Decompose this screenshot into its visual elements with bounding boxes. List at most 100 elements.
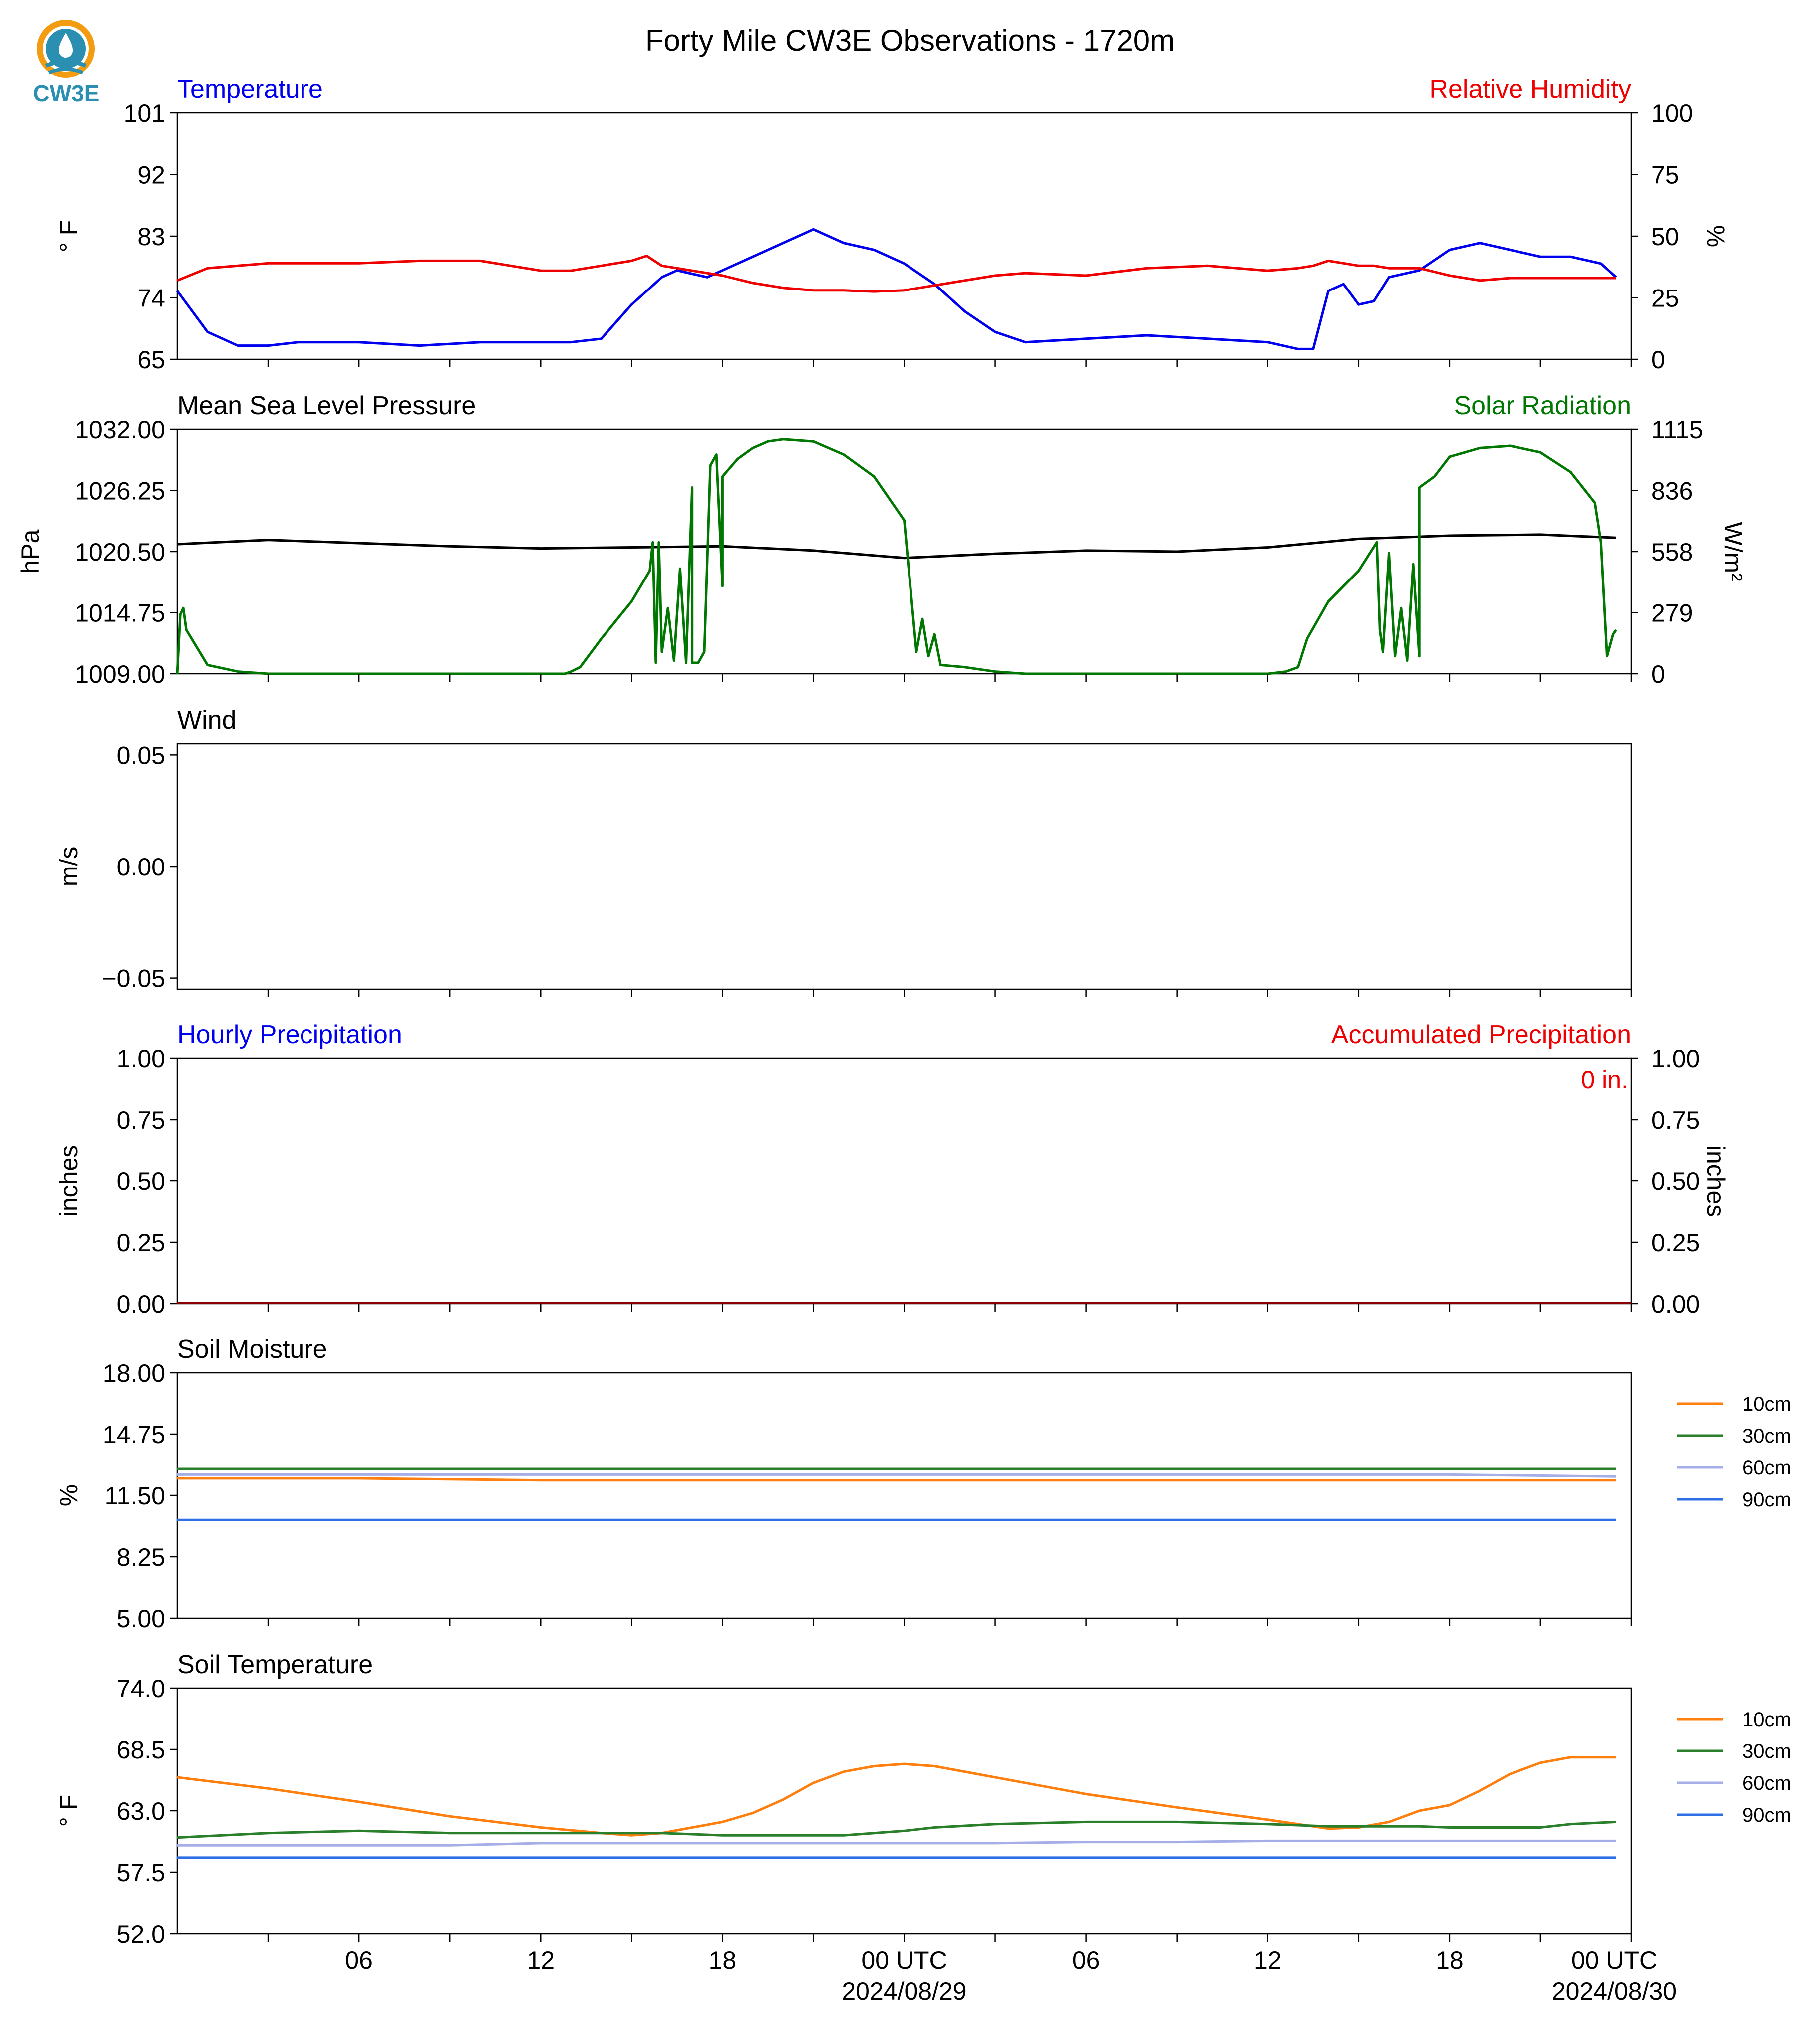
x-tick-label: 06 — [345, 1946, 373, 1974]
series-line-60cm — [177, 1839, 1616, 1847]
y-axis-label-left: ° F — [55, 220, 83, 252]
y-tick-label-left: 5.00 — [117, 1605, 165, 1633]
x-date-label: 2024/08/29 — [842, 1977, 966, 2005]
y-tick-label-right: 1.00 — [1651, 1045, 1700, 1073]
legend-label: 60cm — [1742, 1772, 1791, 1794]
series-line-10cm — [177, 1477, 1616, 1482]
panel-3: Hourly Precipitation Accumulated Precipit… — [55, 1020, 1730, 1318]
series-line-humidity — [177, 255, 1616, 293]
y-tick-label-left: 8.25 — [117, 1543, 165, 1571]
legend-label: 90cm — [1742, 1804, 1791, 1826]
y-tick-label-left: 0.50 — [117, 1167, 165, 1195]
x-tick-label: 00 UTC — [861, 1946, 947, 1974]
panel-title-right: Relative Humidity — [1429, 75, 1631, 104]
x-tick-label: 18 — [1436, 1946, 1464, 1974]
y-tick-label-left: −0.05 — [102, 965, 165, 993]
panel-title-right: Accumulated Precipitation — [1331, 1020, 1631, 1049]
cw3e-logo-icon — [31, 18, 101, 103]
panel-4: Soil Moisture 18.00 14.75 11.50 8.25 5.00% 10c… — [55, 1335, 1791, 1633]
y-tick-label-left: 57.5 — [117, 1859, 165, 1887]
panel-title-left: Soil Temperature — [177, 1650, 373, 1679]
y-tick-label-left: 52.0 — [117, 1920, 165, 1948]
y-tick-label-right: 0 — [1651, 346, 1665, 374]
series-line-30cm — [177, 1820, 1616, 1839]
y-tick-label-left: 0.25 — [117, 1229, 165, 1257]
panel-title-left: Wind — [177, 706, 236, 735]
series-line-60cm — [177, 1473, 1616, 1478]
y-tick-label-left: 83 — [137, 223, 165, 251]
panel-frame — [176, 1057, 1632, 1305]
panel-title-left: Hourly Precipitation — [177, 1020, 402, 1049]
panel-frame — [176, 428, 1632, 675]
y-tick-label-right: 558 — [1651, 538, 1693, 566]
y-tick-label-right: 75 — [1651, 161, 1679, 189]
panel-frame — [176, 112, 1632, 360]
legend-label: 10cm — [1742, 1709, 1791, 1731]
y-tick-label-right: 100 — [1651, 99, 1693, 127]
y-tick-label-left: 11.50 — [105, 1482, 165, 1510]
y-tick-label-right: 836 — [1651, 477, 1693, 505]
y-tick-label-left: 1032.00 — [75, 416, 165, 444]
series-line-temperature — [176, 228, 1617, 350]
x-tick-label: 00 UTC — [1571, 1946, 1657, 1974]
series-line-10cm — [177, 1756, 1616, 1837]
accumulated-precip-annotation: 0 in. — [1581, 1066, 1628, 1094]
panel-1: Mean Sea Level Pressure Solar Radiation 10… — [16, 391, 1747, 688]
y-tick-label-right: 0.00 — [1651, 1290, 1700, 1318]
y-tick-label-left: 1026.25 — [75, 477, 165, 505]
y-axis-label-left: % — [55, 1484, 83, 1506]
panel-5: Soil Temperature 74.0 68.5 63.0 57.5 52.0 ° F 1… — [55, 1650, 1791, 1948]
y-tick-label-left: 74.0 — [117, 1675, 165, 1703]
y-axis-label-right: inches — [1702, 1145, 1730, 1217]
y-tick-label-left: 0.75 — [117, 1106, 165, 1134]
legend-label: 60cm — [1742, 1457, 1791, 1479]
logo-text: CW3E — [33, 80, 100, 106]
y-tick-label-left: 92 — [137, 161, 165, 189]
y-tick-label-left: 1.00 — [117, 1045, 165, 1073]
y-tick-label-right: 0.25 — [1651, 1229, 1700, 1257]
y-tick-label-left: 14.75 — [103, 1421, 165, 1449]
panel-title-left: Temperature — [177, 75, 323, 104]
legend-label: 30cm — [1742, 1740, 1791, 1762]
y-axis-label-right: % — [1702, 225, 1730, 247]
panel-title-left: Soil Moisture — [177, 1335, 327, 1364]
x-tick-label: 06 — [1072, 1946, 1100, 1974]
legend-label: 10cm — [1742, 1393, 1791, 1415]
series-line-solar — [176, 438, 1617, 675]
x-axis: 06 12 18 00 UTC 06 12 18 00 UTC 2024/08/29 2024/0… — [345, 1946, 1677, 2005]
y-tick-label-right: 25 — [1651, 285, 1679, 312]
y-tick-label-left: 1009.00 — [75, 660, 165, 688]
y-axis-label-left: hPa — [16, 529, 44, 574]
panel-2: Wind 0.05 0.00 −0.05 m/s — [55, 706, 1632, 997]
legend-label: 90cm — [1742, 1489, 1791, 1511]
panel-frame — [176, 743, 1632, 990]
x-tick-label: 12 — [527, 1946, 555, 1974]
y-tick-label-right: 1115 — [1651, 416, 1703, 444]
y-tick-label-left: 0.00 — [117, 1290, 165, 1318]
panel-title-left: Mean Sea Level Pressure — [177, 391, 476, 420]
y-tick-label-left: 18.00 — [103, 1359, 165, 1387]
x-date-label: 2024/08/30 — [1552, 1977, 1677, 2005]
y-axis-label-left: m/s — [55, 847, 83, 887]
y-tick-label-right: 0.50 — [1651, 1167, 1700, 1195]
y-tick-label-left: 0.05 — [117, 741, 165, 769]
y-tick-label-left: 74 — [137, 285, 165, 312]
y-tick-label-left: 65 — [137, 346, 165, 374]
y-axis-label-left: inches — [55, 1145, 83, 1217]
x-tick-label: 18 — [709, 1946, 737, 1974]
y-tick-label-left: 63.0 — [117, 1797, 165, 1825]
panel-frame — [176, 1372, 1632, 1619]
y-tick-label-right: 0.75 — [1651, 1106, 1700, 1134]
panels: Temperature Relative Humidity 101 92 83 74 65 1… — [16, 75, 1791, 1948]
y-tick-label-right: 0 — [1651, 660, 1665, 688]
y-tick-label-right: 279 — [1651, 599, 1693, 627]
figure-title: Forty Mile CW3E Observations - 1720m — [645, 24, 1175, 57]
panel-frame — [176, 1687, 1632, 1935]
y-tick-label-left: 101 — [124, 99, 165, 127]
legend-label: 30cm — [1742, 1425, 1791, 1447]
y-tick-label-left: 0.00 — [117, 853, 165, 881]
panel-title-right: Solar Radiation — [1454, 391, 1631, 420]
y-axis-label-right: W/m² — [1719, 522, 1747, 581]
x-tick-label: 12 — [1254, 1946, 1282, 1974]
